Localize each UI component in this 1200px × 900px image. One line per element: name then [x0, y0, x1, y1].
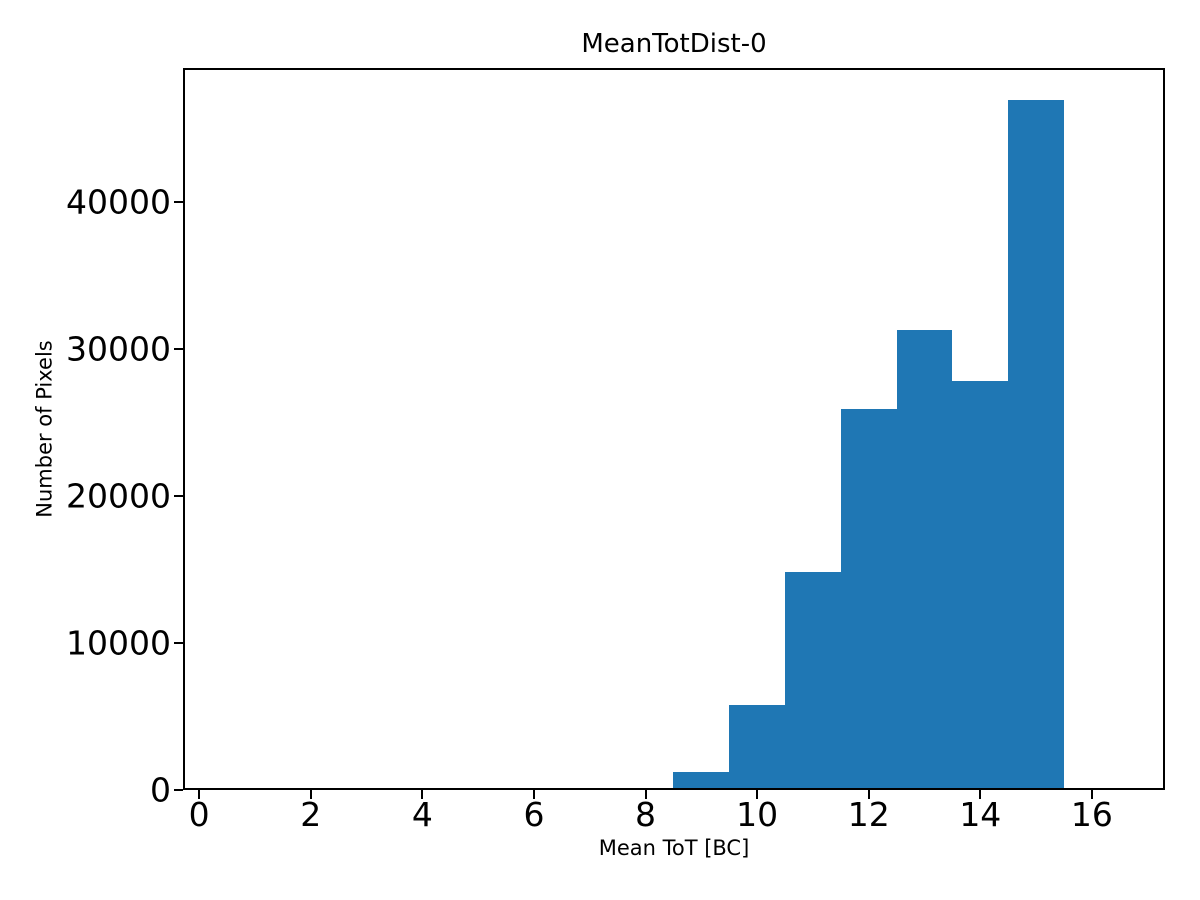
plot-area: 0 2 4 6 8 10 12 14 16 0 10000 20000 30000 40000 [66, 68, 1165, 831]
y-tick-label: 0 [150, 770, 171, 810]
histogram-bar [729, 704, 786, 790]
histogram-bar [896, 329, 953, 790]
x-tick-mark [309, 790, 312, 799]
x-tick-label: 16 [1070, 795, 1113, 834]
x-tick-label: 2 [300, 795, 322, 834]
x-tick-mark [756, 790, 759, 799]
x-tick-label: 14 [959, 795, 1002, 834]
x-tick-mark [644, 790, 647, 799]
histogram-bar [673, 772, 730, 790]
x-axis-label: Mean ToT [BC] [598, 836, 750, 860]
histogram-bar [1008, 100, 1064, 790]
histogram-bar [952, 381, 1009, 790]
x-tick-label: 8 [635, 795, 657, 834]
x-tick-label: 4 [411, 795, 433, 834]
y-tick-label: 10000 [66, 623, 171, 663]
y-tick-mark [174, 347, 183, 350]
x-tick-mark [979, 790, 982, 799]
x-tick-label: 10 [736, 795, 779, 834]
x-tick-mark [421, 790, 424, 799]
y-tick-mark [174, 789, 183, 791]
y-tick-label: 30000 [66, 329, 171, 369]
y-tick-mark [174, 641, 183, 644]
y-tick-mark [174, 200, 183, 203]
histogram-bar [840, 409, 897, 790]
y-tick-label: 20000 [66, 476, 171, 516]
x-tick-label: 12 [847, 795, 890, 834]
x-tick-mark [532, 790, 535, 799]
chart-title: MeanTotDist-0 [581, 29, 767, 59]
x-tick-mark [867, 790, 870, 799]
x-tick-label: 0 [188, 795, 210, 834]
x-tick-mark [1090, 790, 1093, 799]
y-tick-label: 40000 [66, 182, 171, 222]
x-tick-label: 6 [523, 795, 545, 834]
histogram-bar [785, 572, 841, 790]
y-axis-label: Number of Pixels [32, 340, 57, 518]
y-tick-mark [174, 494, 183, 497]
x-tick-mark [198, 790, 201, 799]
